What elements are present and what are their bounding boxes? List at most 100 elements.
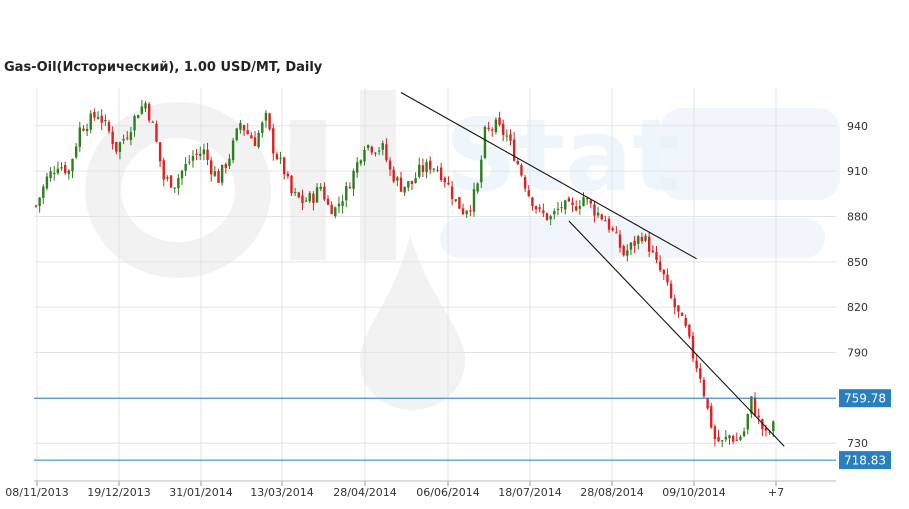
candle-body: [585, 198, 589, 200]
candle-body: [89, 113, 92, 130]
candle-body: [78, 127, 81, 147]
candle: [315, 183, 319, 203]
candle: [169, 174, 173, 188]
candle: [272, 123, 275, 161]
candle-body: [502, 123, 505, 135]
candle: [699, 363, 702, 383]
watermark-stat-text: Stat: [445, 97, 680, 214]
candle-body: [283, 157, 286, 175]
candle-body: [684, 317, 687, 326]
candle-body: [534, 206, 538, 210]
candle: [235, 127, 238, 142]
candle: [359, 159, 363, 166]
candle: [250, 132, 253, 139]
candle-body: [626, 250, 629, 256]
candle-body: [151, 121, 154, 123]
candle: [575, 200, 578, 212]
candle-body: [253, 137, 257, 146]
candle: [450, 181, 454, 206]
candle: [100, 109, 103, 131]
candle: [706, 397, 709, 410]
candle: [637, 234, 640, 250]
candle: [392, 166, 395, 184]
candle: [418, 157, 421, 179]
candle-body: [286, 173, 290, 177]
candle-body: [421, 165, 425, 172]
candle-body: [337, 203, 341, 207]
candle: [607, 216, 611, 233]
candle: [151, 120, 154, 123]
candle-body: [505, 135, 509, 137]
candle: [582, 192, 585, 207]
candle-body: [315, 187, 319, 203]
trend-line[interactable]: [400, 92, 697, 260]
candle-body: [126, 137, 129, 139]
candle: [210, 156, 213, 182]
candle-body: [516, 160, 519, 164]
candle-body: [366, 145, 370, 148]
candle: [363, 146, 366, 166]
candle: [742, 427, 746, 438]
candle: [115, 141, 118, 155]
candle-body: [268, 113, 271, 130]
candle-body: [491, 129, 494, 131]
horizontal-level-lines[interactable]: 759.78 718.83: [34, 389, 891, 470]
candle: [633, 235, 636, 254]
candle-body: [480, 159, 483, 183]
candle-body: [757, 415, 760, 418]
candle: [414, 172, 417, 184]
candle-body: [341, 201, 344, 207]
candle-body: [166, 177, 169, 179]
candle: [549, 214, 552, 226]
candle: [578, 199, 582, 215]
candle-body: [593, 204, 596, 216]
candle: [429, 156, 432, 175]
candle-body: [648, 236, 651, 252]
candle: [341, 194, 344, 214]
candle-body: [111, 131, 114, 145]
candle: [396, 175, 399, 187]
candle: [695, 354, 698, 373]
candle-body: [487, 127, 490, 129]
candle: [480, 155, 483, 189]
candle: [483, 125, 487, 160]
y-tick-label: 790: [847, 347, 868, 360]
y-axis-ticks: 730 790 820 850 880 910 940: [847, 120, 868, 450]
candle-body: [275, 154, 279, 160]
candle-body: [564, 200, 567, 210]
candle-body: [498, 117, 501, 125]
candle: [666, 268, 669, 286]
trend-line[interactable]: [568, 220, 785, 447]
candle-body: [377, 150, 381, 152]
candle: [166, 175, 169, 182]
y-tick-label: 910: [847, 165, 868, 178]
candle: [56, 161, 60, 175]
candle: [137, 114, 140, 119]
candle-body: [531, 197, 534, 207]
candle-body: [414, 178, 417, 184]
candle-body: [717, 436, 720, 442]
candle: [553, 208, 556, 220]
candle-body: [162, 160, 165, 180]
candle: [662, 269, 665, 281]
y-tick-label: 940: [847, 120, 868, 133]
candle: [589, 198, 592, 209]
candle: [89, 110, 92, 134]
candle: [213, 166, 217, 178]
candle: [644, 233, 647, 242]
candle-body: [538, 207, 541, 209]
candle: [319, 183, 322, 192]
candle-body: [706, 397, 709, 409]
candle-body: [169, 175, 173, 188]
candle: [735, 432, 738, 441]
y-tick-label: 730: [847, 437, 868, 450]
candle: [538, 204, 541, 213]
candle-body: [596, 212, 600, 216]
candle: [242, 124, 246, 136]
candle-body: [666, 274, 669, 283]
candle: [42, 184, 45, 204]
candle: [348, 182, 352, 189]
candle-body: [443, 178, 446, 183]
trend-lines[interactable]: [400, 92, 785, 447]
